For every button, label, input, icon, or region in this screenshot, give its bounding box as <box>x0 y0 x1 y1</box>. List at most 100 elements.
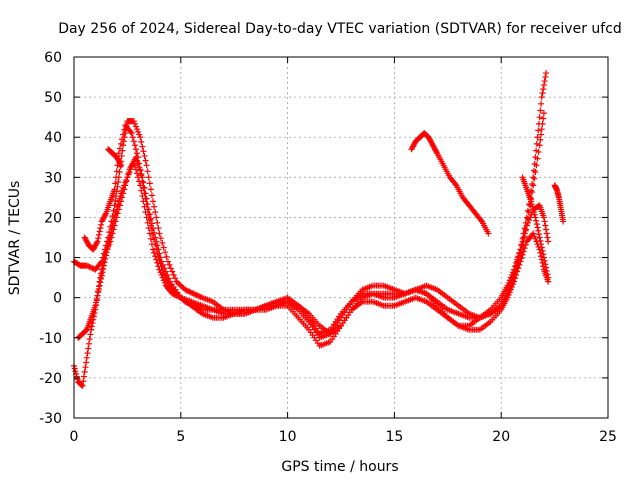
data-point <box>541 257 548 264</box>
data-point <box>157 260 164 267</box>
data-point <box>140 148 147 155</box>
data-point <box>85 345 92 352</box>
data-point <box>98 272 105 279</box>
data-point <box>515 254 522 261</box>
data-point <box>560 218 567 225</box>
data-point <box>135 160 142 167</box>
data-point <box>127 128 134 135</box>
data-point <box>113 168 120 175</box>
data-point <box>113 209 120 216</box>
data-point <box>97 225 104 232</box>
data-point <box>78 382 85 389</box>
data-point <box>98 221 105 228</box>
data-point <box>117 160 124 167</box>
data-point <box>511 270 518 277</box>
series-track-h <box>105 146 124 169</box>
data-point <box>167 265 174 272</box>
data-point <box>144 168 151 175</box>
data-point <box>96 282 103 289</box>
data-point <box>512 266 519 273</box>
data-point <box>540 254 547 261</box>
data-point <box>522 241 529 248</box>
data-point <box>145 174 152 181</box>
data-point <box>533 140 540 147</box>
data-point <box>163 253 170 260</box>
data-point <box>514 258 521 265</box>
data-point <box>119 136 126 143</box>
data-point <box>157 235 164 242</box>
data-point <box>150 231 157 238</box>
data-point <box>532 235 539 242</box>
data-point <box>534 224 541 231</box>
data-point <box>533 217 540 224</box>
data-point <box>103 252 110 259</box>
data-point <box>138 172 145 179</box>
data-point <box>518 241 525 248</box>
data-point <box>537 107 544 114</box>
data-point <box>151 236 158 243</box>
data-point <box>531 175 538 182</box>
data-point <box>135 128 142 135</box>
x-tick-label: 20 <box>492 429 510 445</box>
data-point <box>134 170 141 177</box>
data-point <box>134 150 141 157</box>
data-point <box>517 246 524 253</box>
data-point <box>534 134 541 141</box>
data-point <box>148 227 155 234</box>
series-track-a <box>71 118 552 341</box>
data-point <box>540 110 547 117</box>
data-point <box>156 230 163 237</box>
series-track-c <box>75 110 547 341</box>
data-point <box>84 350 91 357</box>
data-point <box>127 166 134 173</box>
data-point <box>544 234 551 241</box>
plot-frame <box>73 56 609 419</box>
data-point <box>152 209 159 216</box>
series-track-f <box>519 174 552 281</box>
data-point <box>95 235 102 242</box>
data-point <box>121 126 128 133</box>
data-point <box>117 162 124 169</box>
data-point <box>107 232 114 239</box>
data-point <box>139 178 146 185</box>
data-point <box>114 183 121 190</box>
data-point <box>138 187 145 194</box>
data-point <box>530 230 537 237</box>
data-point <box>117 190 124 197</box>
data-point <box>166 261 173 268</box>
data-point <box>538 94 545 101</box>
data-point <box>123 177 130 184</box>
data-point <box>505 287 512 294</box>
y-tick-label: 10 <box>44 251 62 267</box>
data-point <box>477 217 484 224</box>
data-point <box>116 195 123 202</box>
data-point <box>72 368 79 375</box>
data-point <box>100 265 107 272</box>
data-point <box>523 214 530 221</box>
data-point <box>509 273 516 280</box>
data-point <box>508 277 515 284</box>
data-point <box>80 373 87 380</box>
data-point <box>92 302 99 309</box>
data-point <box>96 228 103 235</box>
data-point <box>530 209 537 216</box>
series-track-d <box>81 70 550 337</box>
data-point <box>110 219 117 226</box>
data-point <box>102 211 109 218</box>
y-tick-label: -20 <box>39 371 62 387</box>
data-point <box>103 249 110 256</box>
data-point <box>120 185 127 192</box>
data-point <box>93 299 100 306</box>
data-point <box>131 162 138 169</box>
data-point <box>111 214 118 221</box>
data-point <box>519 235 526 242</box>
x-axis-label: GPS time / hours <box>281 459 398 475</box>
data-point <box>161 279 168 286</box>
data-point <box>542 222 549 229</box>
data-point <box>112 180 119 187</box>
data-point <box>538 131 545 138</box>
data-point <box>155 253 162 260</box>
data-point <box>531 160 538 167</box>
data-point <box>143 162 150 169</box>
data-point <box>110 217 117 224</box>
